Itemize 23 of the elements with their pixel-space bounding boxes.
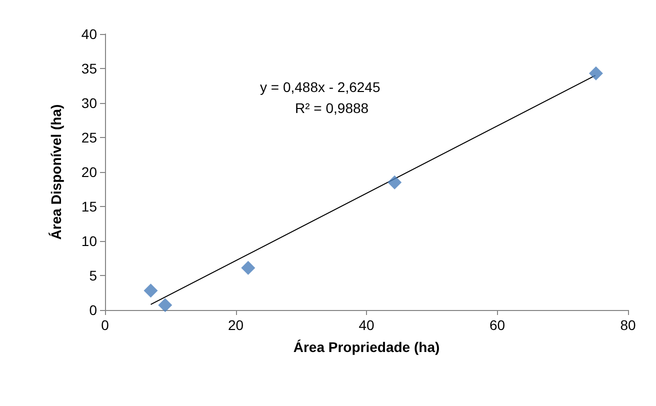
x-tick-label: 0 (101, 317, 110, 333)
x-tick-label: 40 (358, 317, 374, 333)
x-tick-label: 20 (228, 317, 244, 333)
point (388, 175, 402, 190)
y-tick-label: 25 (81, 130, 98, 146)
annotation: R² = 0,9888 (295, 100, 369, 116)
y-tick-label: 10 (81, 233, 98, 249)
x-tick-label: 80 (620, 317, 636, 333)
y-tick-label: 0 (89, 302, 98, 318)
point (588, 66, 603, 80)
y-axis-title: Área Disponível (ha) (48, 104, 64, 240)
y-tick-label: 15 (81, 198, 98, 214)
y-tick-label: 35 (81, 60, 98, 76)
x-axis-title: Área Propriedade (ha) (293, 339, 440, 355)
y-tick-label: 20 (81, 164, 98, 180)
x-tick-label: 60 (489, 317, 506, 333)
point (241, 260, 256, 275)
y-tick-label: 5 (89, 268, 98, 284)
point (158, 298, 172, 312)
y-tick-label: 30 (81, 95, 98, 111)
point (144, 284, 158, 298)
y-tick-label: 40 (81, 26, 98, 42)
annotation: y = 0,488x - 2,6245 (260, 79, 380, 95)
